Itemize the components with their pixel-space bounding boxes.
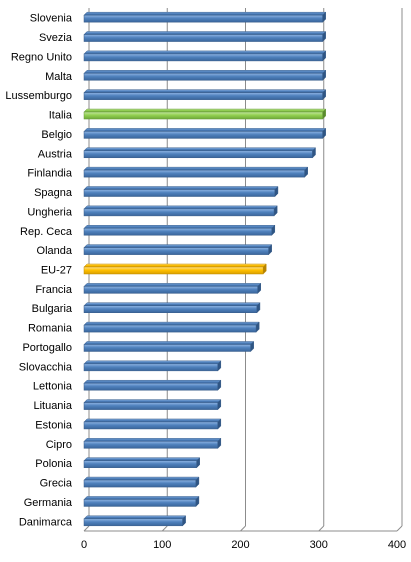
category-label: Slovacchia bbox=[19, 361, 73, 373]
category-label: Belgio bbox=[41, 129, 72, 141]
category-label: Portogallo bbox=[22, 342, 72, 354]
bar-danimarca bbox=[83, 515, 187, 527]
bar-romania bbox=[83, 321, 260, 333]
bar-slovenia bbox=[83, 11, 327, 23]
bar-olanda bbox=[83, 244, 273, 256]
category-label: Cipro bbox=[46, 439, 72, 451]
category-label: Estonia bbox=[35, 419, 73, 431]
category-label: Danimarca bbox=[19, 516, 73, 528]
x-tick-label: 100 bbox=[153, 539, 171, 551]
category-label: Slovenia bbox=[30, 13, 73, 25]
bar-ungheria bbox=[83, 205, 278, 217]
bar-rep-ceca bbox=[83, 224, 276, 236]
gridline-floor-100 bbox=[161, 525, 168, 532]
bar-grecia bbox=[83, 476, 200, 488]
bar-cipro bbox=[83, 437, 222, 449]
category-label: Polonia bbox=[35, 458, 73, 470]
category-label: Finlandia bbox=[27, 168, 73, 180]
x-tick-label: 200 bbox=[231, 539, 249, 551]
bar-eu-27 bbox=[83, 263, 267, 275]
category-label: Bulgaria bbox=[32, 303, 73, 315]
category-label: Austria bbox=[38, 148, 73, 160]
x-tick-label: 0 bbox=[81, 539, 87, 551]
bar-lettonia bbox=[83, 379, 222, 391]
bar-polonia bbox=[83, 457, 201, 469]
category-label: Ungheria bbox=[27, 206, 73, 218]
category-label: Lussemburgo bbox=[5, 90, 72, 102]
category-label: Malta bbox=[45, 71, 73, 83]
bar-lussemburgo bbox=[83, 89, 327, 101]
bar-bulgaria bbox=[83, 302, 261, 314]
category-label: Regno Unito bbox=[11, 51, 72, 63]
bars bbox=[83, 11, 327, 527]
gridline-floor-400 bbox=[396, 525, 403, 532]
bar-italia bbox=[83, 108, 327, 120]
bar-austria bbox=[83, 147, 317, 159]
x-tick-labels: 0 100 200 300 400 bbox=[81, 539, 406, 551]
gridline-floor-0 bbox=[83, 525, 90, 532]
bar-portogallo bbox=[83, 340, 255, 353]
category-label: Lituania bbox=[33, 400, 72, 412]
category-label: Spagna bbox=[34, 187, 73, 199]
bar-regno-unito bbox=[83, 50, 327, 62]
category-label: EU-27 bbox=[41, 265, 72, 277]
bar-svezia bbox=[83, 30, 327, 43]
category-labels: Slovenia Svezia Regno Unito Malta Lussemburg… bbox=[5, 13, 73, 529]
category-label: Romania bbox=[28, 323, 73, 335]
bar-francia bbox=[83, 282, 262, 294]
category-label: Grecia bbox=[40, 478, 73, 490]
bar-germania bbox=[83, 495, 200, 508]
gridline-floor-300 bbox=[318, 525, 325, 532]
bar-slovacchia bbox=[83, 360, 222, 372]
category-label: Italia bbox=[49, 110, 73, 122]
bar-estonia bbox=[83, 418, 222, 430]
bar-lituania bbox=[83, 398, 222, 411]
category-label: Svezia bbox=[39, 32, 73, 44]
category-label: Francia bbox=[35, 284, 73, 296]
x-tick-label: 300 bbox=[310, 539, 328, 551]
category-label: Olanda bbox=[37, 245, 73, 257]
category-label: Lettonia bbox=[33, 381, 73, 393]
bar-finlandia bbox=[83, 166, 309, 178]
category-label: Germania bbox=[24, 497, 73, 509]
category-label: Rep. Ceca bbox=[20, 226, 73, 238]
bar-belgio bbox=[83, 127, 327, 140]
gridline-floor-200 bbox=[240, 525, 246, 532]
x-tick-label: 400 bbox=[388, 539, 406, 551]
bar-malta bbox=[83, 69, 327, 81]
bar-spagna bbox=[83, 185, 279, 198]
